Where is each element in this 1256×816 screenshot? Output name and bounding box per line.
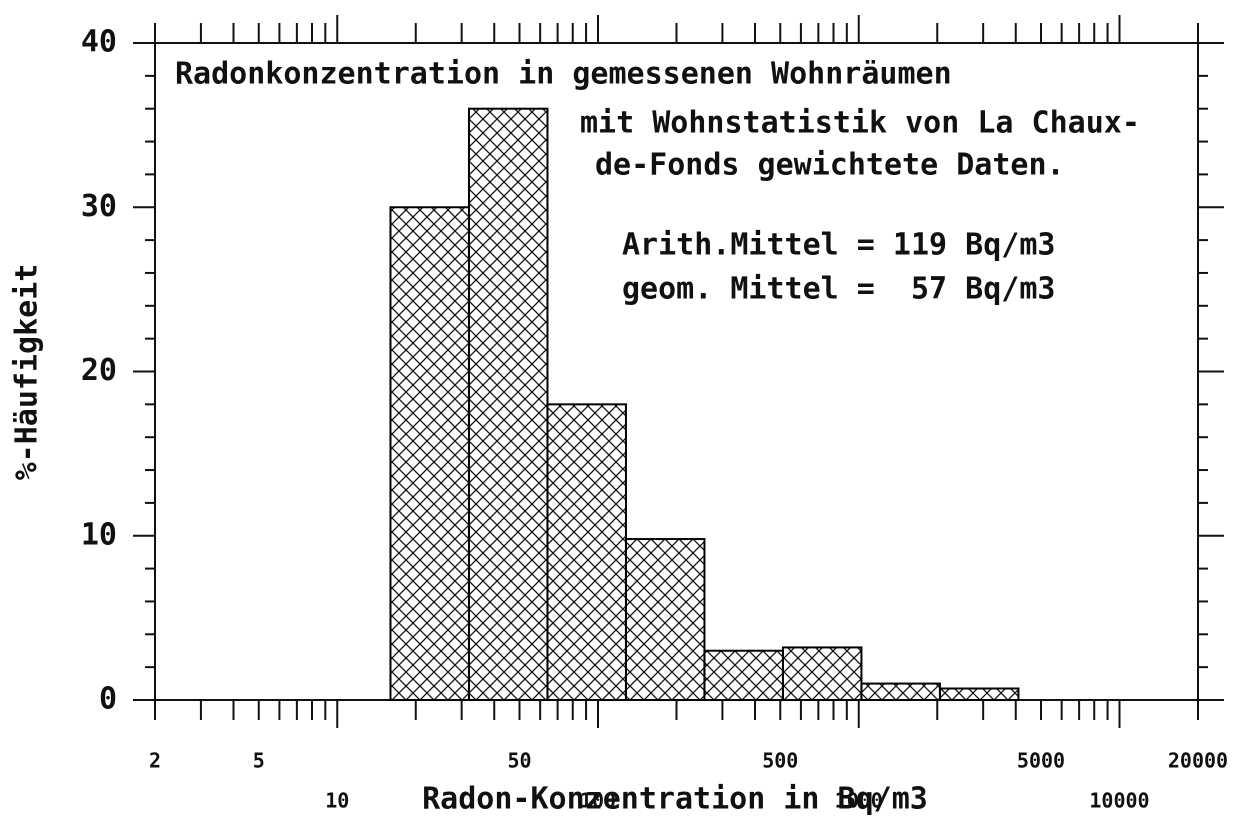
bar <box>938 687 1020 702</box>
x-tick-label: 100 <box>580 789 616 813</box>
annotation: geom. Mittel = 57 Bq/m3 <box>622 272 1055 307</box>
y-tick-label: 20 <box>81 353 117 388</box>
y-tick-label: 0 <box>99 682 117 717</box>
title-line: mit Wohnstatistik von La Chaux- <box>580 106 1140 141</box>
bar <box>546 403 627 701</box>
x-tick-label: 5 <box>253 749 265 773</box>
bar <box>467 107 549 701</box>
x-tick-label: 1000 <box>835 789 883 813</box>
x-tick-label: 500 <box>762 749 798 773</box>
bar <box>860 682 941 702</box>
y-tick-label: 10 <box>81 517 117 552</box>
title-line: Radonkonzentration in gemessenen Wohnräu… <box>175 57 952 92</box>
y-axis-label: %-Häufigkeit <box>10 264 45 481</box>
x-tick-label: 50 <box>507 749 531 773</box>
bar <box>389 206 470 701</box>
x-axis-label: Radon-Konzentration in Bq/m3 <box>422 782 928 816</box>
bar <box>781 646 863 702</box>
annotation: Arith.Mittel = 119 Bq/m3 <box>622 228 1055 263</box>
title-line: de-Fonds gewichtete Daten. <box>595 148 1065 183</box>
x-tick-label: 10 <box>325 789 349 813</box>
bar <box>703 649 784 701</box>
x-tick-label: 20000 <box>1168 749 1228 773</box>
bar <box>624 538 706 701</box>
x-tick-label: 10000 <box>1089 789 1149 813</box>
y-tick-label: 40 <box>81 25 117 60</box>
y-tick-label: 30 <box>81 189 117 224</box>
x-tick-label: 2 <box>149 749 161 773</box>
x-tick-label: 5000 <box>1017 749 1065 773</box>
